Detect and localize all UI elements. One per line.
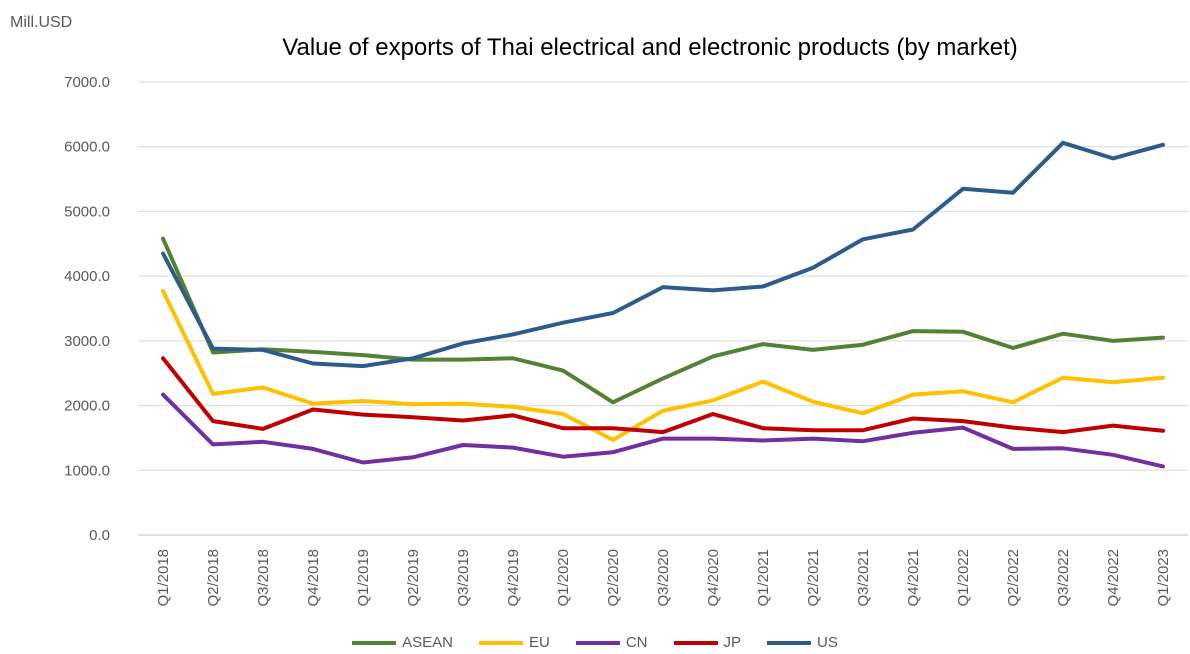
y-axis-unit-label: Mill.USD — [10, 14, 73, 31]
legend-label: ASEAN — [402, 634, 453, 651]
x-tick-label: Q3/2021 — [855, 549, 872, 607]
legend-item-us: US — [767, 634, 838, 651]
y-tick-label: 3000.0 — [64, 333, 110, 350]
x-tick-label: Q3/2020 — [655, 549, 672, 607]
x-tick-label: Q1/2022 — [955, 549, 972, 607]
x-tick-label: Q2/2020 — [605, 549, 622, 607]
x-tick-label: Q1/2019 — [355, 549, 372, 607]
y-tick-label: 4000.0 — [64, 268, 110, 285]
x-tick-label: Q4/2019 — [505, 549, 522, 607]
x-tick-label: Q4/2020 — [705, 549, 722, 607]
legend-item-cn: CN — [575, 634, 648, 651]
x-tick-label: Q3/2022 — [1055, 549, 1072, 607]
legend-label: CN — [625, 634, 648, 651]
series-line-asean — [161, 236, 1165, 405]
x-tick-label: Q4/2018 — [305, 549, 322, 607]
x-tick-label: Q1/2020 — [555, 549, 572, 607]
y-tick-label: 1000.0 — [64, 462, 110, 479]
legend-label: EU — [528, 634, 550, 651]
y-tick-label: 2000.0 — [64, 398, 110, 415]
x-tick-label: Q4/2022 — [1105, 549, 1122, 607]
legend-item-jp: JP — [673, 634, 742, 651]
x-tick-label: Q1/2018 — [155, 549, 172, 607]
series-line-eu — [161, 289, 1165, 442]
x-tick-label: Q2/2018 — [205, 549, 222, 607]
legend-swatch — [352, 640, 397, 645]
y-tick-label: 0.0 — [89, 527, 110, 544]
y-tick-label: 5000.0 — [64, 203, 110, 220]
line-chart: 0.0 1000.0 2000.0 3000.0 4000.0 5000.0 6000.0 7… — [64, 74, 1188, 607]
x-tick-label: Q3/2018 — [255, 549, 272, 607]
legend-swatch — [478, 640, 523, 645]
x-tick-label: Q4/2021 — [905, 549, 922, 607]
chart-title: Value of exports of Thai electrical and … — [282, 34, 1018, 61]
legend-item-eu: EU — [478, 634, 550, 651]
x-tick-label: Q2/2022 — [1005, 549, 1022, 607]
series-line-jp — [161, 356, 1165, 435]
legend-swatch — [575, 640, 620, 645]
legend-swatch — [767, 640, 812, 645]
series-line-us — [161, 140, 1165, 369]
x-tick-label: Q2/2021 — [805, 549, 822, 607]
y-tick-label: 7000.0 — [64, 74, 110, 91]
legend-swatch — [673, 640, 718, 645]
legend-label: US — [817, 634, 838, 651]
x-tick-label: Q1/2023 — [1155, 549, 1172, 607]
series-line-cn — [161, 392, 1165, 469]
legend-label: JP — [723, 634, 742, 651]
x-tick-label: Q2/2019 — [405, 549, 422, 607]
x-tick-label: Q1/2021 — [755, 549, 772, 607]
chart-legend: ASEAN EU CN JP US — [0, 634, 1190, 651]
y-tick-label: 6000.0 — [64, 139, 110, 156]
x-tick-label: Q3/2019 — [455, 549, 472, 607]
legend-item-asean: ASEAN — [352, 634, 453, 651]
